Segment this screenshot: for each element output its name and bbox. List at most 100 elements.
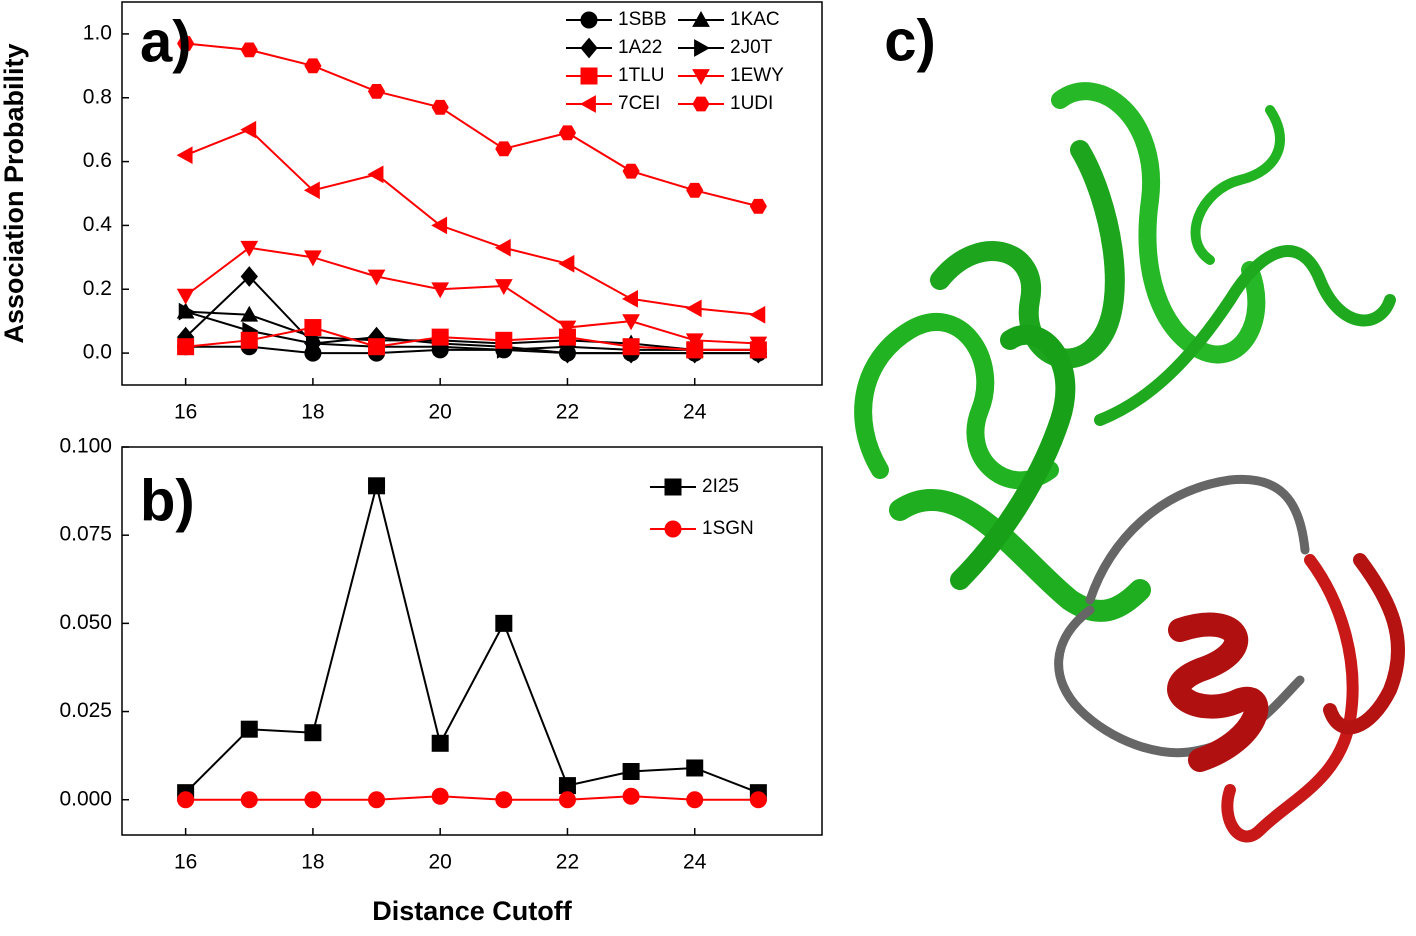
marker (495, 141, 513, 157)
series-line (185, 128, 759, 316)
x-tick-label: 22 (556, 401, 579, 424)
marker (304, 724, 322, 742)
legend-label: 1SBB (618, 9, 667, 30)
marker (368, 338, 386, 356)
plot-frame (121, 446, 823, 836)
marker (306, 334, 322, 353)
protein-ribbon (950, 324, 1076, 590)
marker (240, 720, 258, 738)
marker (622, 289, 638, 308)
marker (494, 238, 511, 257)
panel-label: a) (140, 9, 192, 74)
legend-label: 1UDI (730, 93, 773, 114)
marker (622, 163, 640, 179)
marker (580, 67, 598, 85)
marker (304, 791, 322, 809)
y-tick-label: 0.0 (83, 341, 112, 364)
plot-frame (121, 1, 823, 386)
y-tick-label: 0.050 (59, 611, 112, 634)
marker (240, 305, 259, 322)
marker (749, 791, 767, 809)
marker (558, 254, 575, 273)
x-tick-label: 20 (429, 401, 452, 424)
marker (580, 37, 598, 59)
marker (304, 58, 322, 74)
legend-label: 7CEI (618, 93, 660, 114)
marker (622, 314, 640, 331)
protein-ribbon (889, 489, 1151, 622)
series-line (185, 310, 759, 351)
marker (558, 125, 577, 141)
y-tick-label: 0.075 (59, 523, 112, 546)
marker (685, 299, 702, 318)
protein-helix (1167, 612, 1269, 772)
y-tick-label: 0.100 (59, 435, 112, 458)
protein-strand (1323, 553, 1405, 735)
marker (304, 319, 322, 337)
protein-structure (854, 82, 1405, 843)
marker (431, 787, 449, 805)
legend-label: 1SGN (702, 518, 754, 539)
x-tick-label: 24 (683, 851, 707, 874)
marker (176, 146, 193, 165)
marker (431, 99, 449, 115)
legend-label: 1A22 (618, 37, 662, 58)
x-tick-label: 16 (174, 401, 197, 424)
legend-label: 1KAC (730, 9, 780, 30)
marker (558, 791, 576, 809)
legend-label: 1TLU (618, 65, 664, 86)
marker (664, 478, 682, 496)
marker (177, 338, 195, 356)
marker (367, 165, 384, 184)
marker (692, 69, 710, 86)
marker (622, 787, 640, 805)
series-line (185, 795, 759, 801)
marker (431, 734, 449, 752)
marker (686, 759, 704, 777)
protein-loop (1085, 474, 1310, 605)
marker (495, 614, 513, 632)
marker (494, 279, 513, 296)
marker (303, 181, 320, 200)
marker (692, 96, 710, 112)
marker (692, 10, 710, 27)
marker (177, 36, 195, 51)
marker (749, 305, 766, 324)
y-tick-label: 0.6 (83, 149, 112, 172)
panel-label: b) (140, 468, 195, 533)
marker (240, 120, 257, 139)
marker (368, 477, 386, 495)
x-tick-label: 24 (683, 401, 707, 424)
y-tick-label: 0.4 (83, 213, 113, 236)
marker (368, 791, 386, 809)
y-tick-label: 1.0 (83, 21, 112, 44)
marker (664, 520, 682, 538)
y-tick-label: 0.8 (83, 85, 112, 108)
marker (177, 791, 195, 809)
x-tick-label: 18 (301, 851, 324, 874)
series-line (185, 326, 759, 351)
series-line (185, 42, 759, 208)
marker (685, 333, 704, 350)
x-tick-label: 20 (429, 851, 452, 874)
marker (240, 331, 258, 349)
x-tick-label: 18 (301, 401, 324, 424)
series-line (184, 275, 759, 355)
marker (367, 269, 386, 286)
marker (686, 182, 704, 198)
marker (176, 288, 195, 305)
protein-strand (1221, 554, 1359, 843)
marker (558, 777, 576, 795)
marker (749, 198, 767, 214)
marker (694, 39, 711, 57)
series-line (185, 310, 759, 351)
y-tick-label: 0.2 (83, 277, 112, 300)
protein-ribbon (1051, 82, 1266, 364)
x-tick-label: 22 (556, 851, 579, 874)
marker (431, 328, 449, 346)
marker (178, 302, 195, 321)
protein-ribbon (854, 313, 1059, 490)
marker (240, 240, 259, 257)
marker (580, 11, 598, 29)
